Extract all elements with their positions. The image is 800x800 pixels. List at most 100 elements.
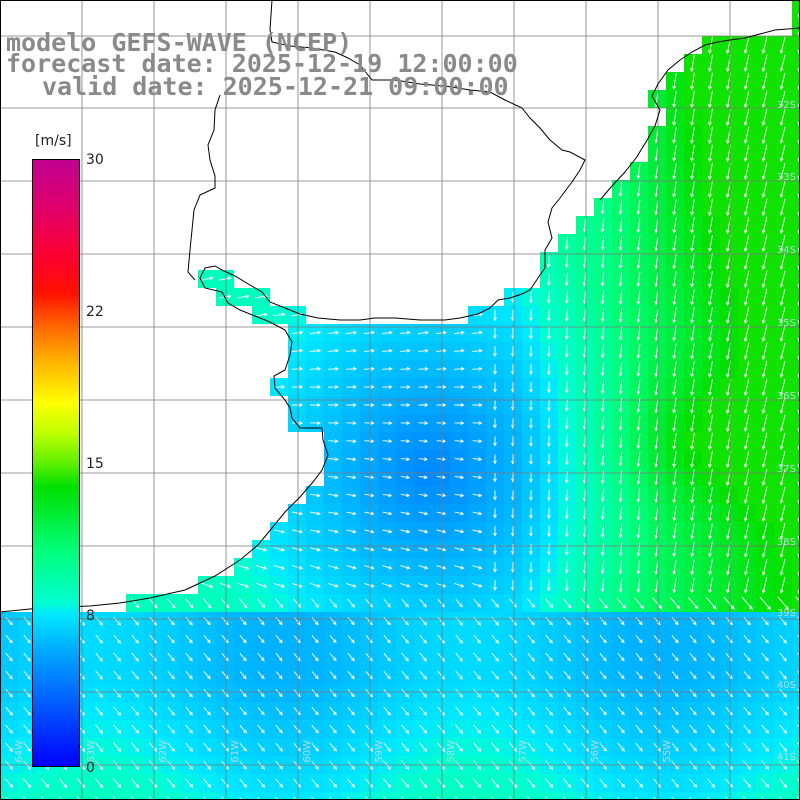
wind-arrow <box>779 432 786 450</box>
wind-arrow <box>400 403 411 407</box>
wind-arrow <box>436 385 447 389</box>
wind-arrow <box>436 796 441 800</box>
wind-arrow <box>708 559 713 576</box>
wind-arrow <box>346 511 357 516</box>
wind-arrow <box>291 529 303 534</box>
wind-arrow <box>581 742 590 752</box>
wind-arrow <box>472 547 483 552</box>
wind-arrow <box>131 634 139 644</box>
wind-arrow <box>418 493 429 498</box>
wind-arrow <box>617 707 625 716</box>
wind-arrow <box>741 596 753 610</box>
wind-arrow <box>599 706 607 716</box>
wind-arrow <box>529 363 533 376</box>
longitude-label: 59W <box>374 740 385 763</box>
wind-arrow <box>383 598 391 608</box>
wind-arrow <box>328 547 339 552</box>
wind-cell <box>792 684 800 702</box>
wind-arrow <box>779 688 787 698</box>
wind-arrow <box>309 582 321 588</box>
wind-arrow <box>185 652 193 662</box>
wind-arrow <box>779 216 786 234</box>
wind-arrow <box>167 706 175 716</box>
wind-arrow <box>493 490 497 501</box>
wind-cell <box>792 486 800 504</box>
wind-arrow <box>149 778 158 789</box>
colorbar-tick-8: 8 <box>86 608 95 624</box>
wind-arrow <box>291 330 304 335</box>
wind-arrow <box>545 598 554 609</box>
wind-arrow <box>599 796 603 800</box>
wind-arrow <box>131 742 140 752</box>
wind-arrow <box>653 796 657 800</box>
wind-arrow <box>672 271 677 288</box>
wind-arrow <box>564 453 569 466</box>
wind-arrow <box>311 598 320 608</box>
wind-arrow <box>400 475 411 480</box>
wind-arrow <box>687 597 699 610</box>
wind-arrow <box>600 524 605 539</box>
wind-arrow <box>743 54 750 73</box>
wind-arrow <box>454 778 464 789</box>
wind-arrow <box>761 144 768 163</box>
wind-arrow <box>690 450 695 469</box>
wind-arrow <box>546 272 551 286</box>
wind-arrow <box>95 706 104 716</box>
wind-arrow <box>564 435 569 448</box>
wind-arrow <box>436 529 447 534</box>
wind-arrow <box>779 180 786 198</box>
wind-arrow <box>761 54 768 73</box>
wind-arrow <box>418 385 429 389</box>
wind-arrow <box>563 670 571 680</box>
wind-arrow <box>797 616 800 621</box>
wind-arrow <box>690 126 695 145</box>
wind-arrow <box>708 162 713 181</box>
wind-arrow <box>563 634 571 644</box>
wind-arrow <box>563 724 571 734</box>
wind-arrow <box>508 796 513 800</box>
wind-arrow <box>564 561 569 574</box>
wind-arrow <box>779 486 786 504</box>
forecast-date: forecast date: 2025-12-19 12:00:00 <box>6 49 518 78</box>
wind-arrow <box>346 385 357 389</box>
wind-arrow <box>690 307 695 324</box>
wind-cell <box>594 792 612 800</box>
wind-arrow <box>310 403 321 407</box>
wind-arrow <box>797 670 800 675</box>
wind-arrow <box>527 724 536 734</box>
wind-arrow <box>617 671 625 680</box>
wind-arrow <box>618 398 623 413</box>
wind-arrow <box>131 688 139 698</box>
wind-arrow <box>509 706 517 716</box>
wind-arrow <box>436 366 447 371</box>
wind-arrow <box>364 511 375 516</box>
wind-arrow <box>58 796 63 800</box>
wind-arrow <box>491 598 499 608</box>
wind-cell <box>396 792 414 800</box>
wind-arrow <box>400 493 411 498</box>
wind-arrow <box>708 289 713 306</box>
wind-arrow <box>401 652 409 662</box>
wind-cell <box>792 396 800 414</box>
wind-cell <box>792 270 800 288</box>
wind-arrow <box>743 688 751 698</box>
wind-arrow <box>743 234 750 253</box>
wind-arrow <box>689 635 697 644</box>
wind-arrow <box>761 306 768 325</box>
wind-arrow <box>563 688 571 698</box>
wind-cell <box>576 792 594 800</box>
wind-arrow <box>203 688 211 698</box>
wind-arrow <box>546 435 551 448</box>
wind-arrow <box>690 577 695 594</box>
wind-arrow <box>761 724 770 734</box>
wind-arrow <box>599 778 608 788</box>
wind-arrow <box>238 598 248 609</box>
wind-arrow <box>184 598 194 609</box>
wind-arrow <box>149 724 158 734</box>
wind-arrow <box>40 796 45 800</box>
wind-arrow <box>779 724 787 734</box>
wind-arrow <box>636 325 641 341</box>
wind-arrow <box>454 403 465 407</box>
wind-arrow <box>472 421 483 426</box>
wind-arrow <box>418 511 429 516</box>
